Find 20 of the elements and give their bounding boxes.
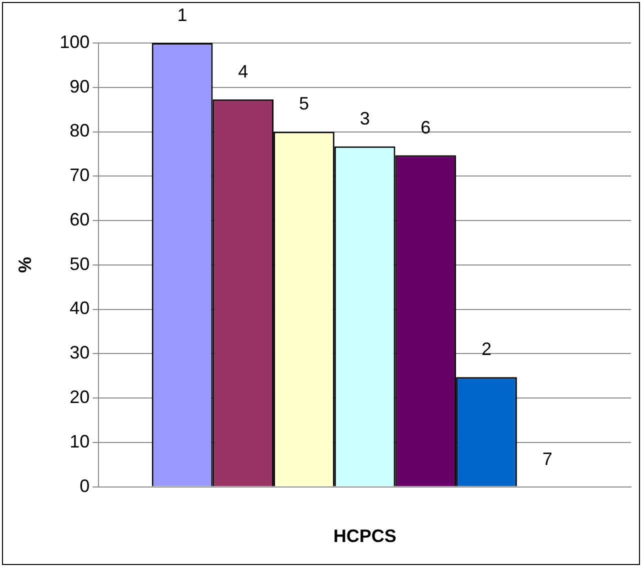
x-axis-title: HCPCS xyxy=(333,526,396,546)
y-tick-label: 100 xyxy=(60,32,90,52)
text: 7 xyxy=(542,448,552,469)
y-tick-label: 60 xyxy=(70,209,90,230)
y-tick-label: 90 xyxy=(70,76,90,96)
series-label: 4 xyxy=(238,61,248,82)
series-label: 3 xyxy=(360,108,370,128)
y-tick-label: 70 xyxy=(70,165,90,186)
y-axis-title: % xyxy=(14,256,35,273)
y-tick-label: 20 xyxy=(70,387,90,408)
y-tick-label: 30 xyxy=(70,342,90,363)
series-label: 2 xyxy=(481,339,492,360)
y-tick-label: 10 xyxy=(70,431,90,452)
series-label: 1 xyxy=(177,4,188,25)
series-label: 5 xyxy=(298,94,309,114)
y-tick-label: 80 xyxy=(70,120,90,141)
y-tick-label: 40 xyxy=(70,298,90,318)
series-label: 6 xyxy=(420,117,431,138)
y-tick-label: 0 xyxy=(80,476,90,496)
y-tick-label: 50 xyxy=(70,254,90,274)
